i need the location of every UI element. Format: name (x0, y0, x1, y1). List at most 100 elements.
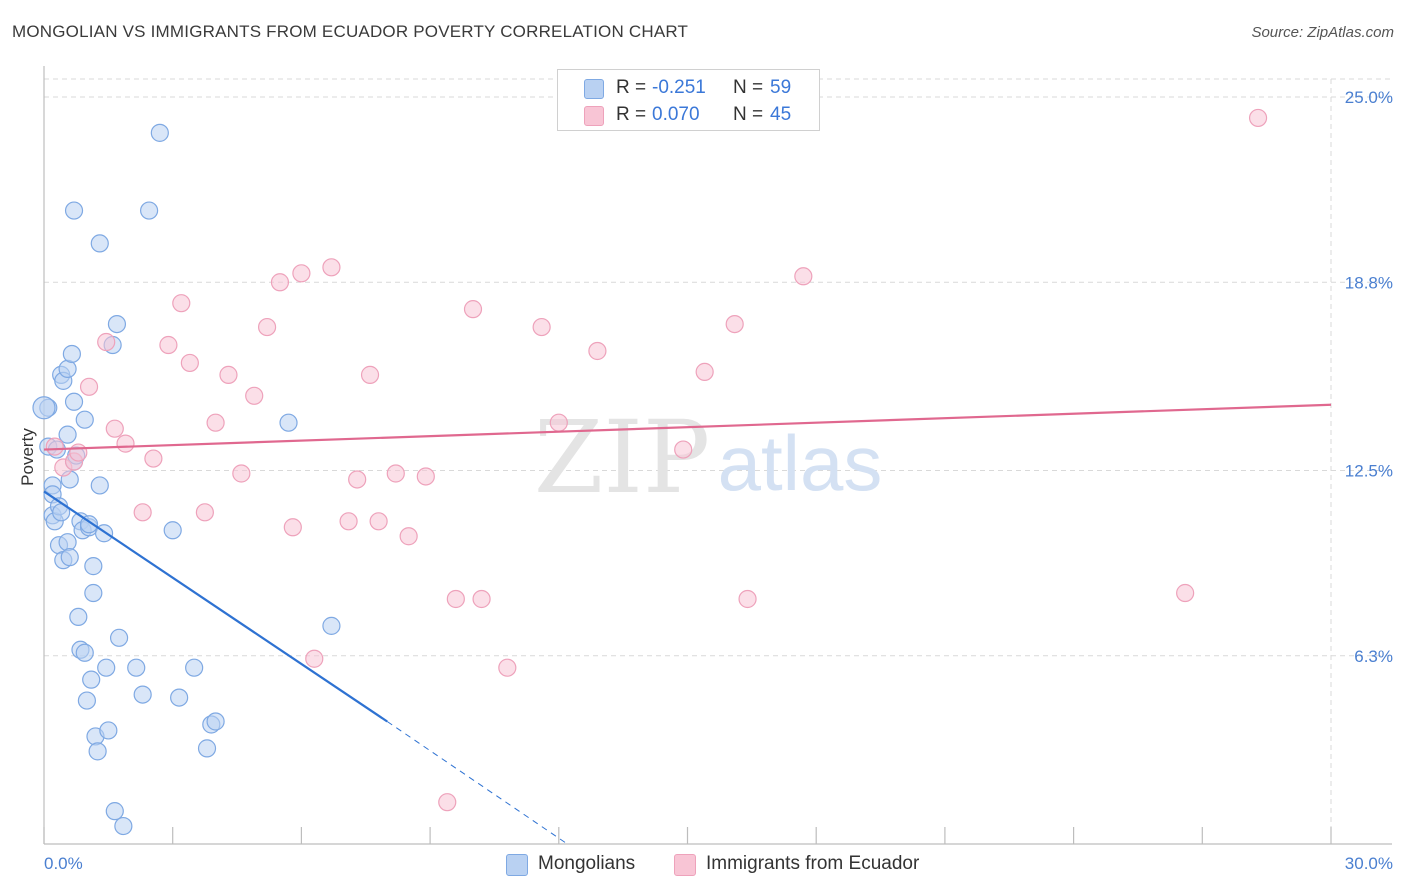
data-point (339, 512, 358, 531)
data-point (549, 413, 568, 432)
grid-layer (44, 78, 1392, 844)
trend-line-ecuador (43, 403, 1332, 451)
data-point (738, 589, 757, 609)
data-point (172, 294, 191, 313)
data-point (90, 234, 109, 253)
data-point (180, 353, 199, 373)
data-point (195, 503, 214, 522)
data-point (105, 802, 124, 821)
data-point (206, 413, 225, 432)
data-point (60, 548, 79, 567)
data-point (127, 658, 146, 677)
data-point (97, 332, 116, 352)
data-point (472, 589, 491, 609)
data-point (77, 691, 97, 710)
y-tick-label: 25.0% (1345, 88, 1393, 107)
data-point (348, 470, 367, 489)
data-point (69, 607, 88, 627)
data-point (99, 721, 118, 740)
data-point (206, 712, 225, 731)
data-point (133, 685, 152, 704)
data-point (163, 521, 182, 540)
data-point (588, 341, 607, 361)
y-tick-label: 6.3% (1354, 647, 1393, 666)
data-point (84, 557, 103, 576)
data-point (695, 362, 714, 381)
trend-line-mongolians (43, 490, 388, 723)
y-tick-label: 18.8% (1345, 273, 1393, 292)
data-point (64, 392, 84, 411)
data-point (197, 739, 217, 758)
legend-label: Immigrants from Ecuador (706, 853, 920, 874)
data-point (438, 793, 457, 812)
data-point (185, 658, 204, 677)
data-point (170, 688, 189, 707)
data-point (62, 344, 81, 364)
data-point (498, 658, 517, 677)
n-value: 59 (770, 77, 792, 98)
data-point (105, 419, 124, 438)
x-tick-label: 0.0% (44, 854, 83, 873)
data-point (88, 742, 107, 761)
data-point (97, 658, 116, 677)
series-mongolians (32, 123, 341, 836)
source-label: Source: ZipAtlas.com (1251, 24, 1394, 41)
data-point (369, 512, 388, 531)
data-point (82, 670, 101, 689)
data-point (360, 365, 380, 384)
n-label: N = (733, 77, 764, 98)
data-point (79, 377, 99, 396)
data-point (45, 437, 64, 456)
data-point (674, 440, 693, 459)
data-point (232, 464, 251, 483)
watermark: ZIP atlas (534, 399, 883, 516)
data-point (107, 314, 127, 334)
y-tick-label: 12.5% (1345, 462, 1393, 481)
data-point (84, 583, 103, 603)
data-point (159, 335, 178, 355)
r-label: R = (616, 77, 647, 98)
data-point (140, 201, 159, 220)
data-point (75, 410, 94, 429)
correlation-legend: R = -0.251 N = 59 R = 0.070 N = 45 (557, 69, 820, 131)
data-point (116, 434, 135, 453)
r-label: R = (616, 104, 647, 125)
legend-swatch-blue (506, 854, 528, 876)
data-point (305, 649, 324, 668)
tick-labels: 6.3% 12.5% 18.8% 25.0% 0.0% 30.0% (44, 88, 1393, 873)
trend-lines (43, 403, 1332, 845)
data-point (58, 533, 77, 552)
chart-title: MONGOLIAN VS IMMIGRANTS FROM ECUADOR POV… (12, 22, 689, 41)
data-point (725, 314, 744, 334)
data-point (322, 616, 341, 635)
legend-label: Mongolians (538, 853, 636, 874)
data-point (245, 386, 264, 405)
data-point (270, 273, 290, 292)
data-point (64, 201, 84, 220)
r-value: 0.070 (652, 104, 700, 125)
y-axis-label: Poverty (18, 428, 37, 486)
data-point (114, 816, 133, 836)
n-label: N = (733, 104, 764, 125)
data-point (58, 425, 77, 444)
data-point (416, 467, 435, 486)
legend-swatch-pink (584, 106, 604, 126)
data-point (144, 449, 163, 468)
data-point (58, 359, 77, 379)
data-point (1248, 108, 1268, 128)
data-point (109, 628, 129, 647)
series-legend: Mongolians Immigrants from Ecuador (0, 850, 1406, 880)
data-point (69, 443, 88, 462)
r-value: -0.251 (652, 77, 706, 98)
data-point (32, 396, 56, 420)
data-point (794, 267, 813, 286)
data-point (446, 589, 465, 609)
x-tick-label: 30.0% (1345, 854, 1393, 873)
legend-swatch-blue (584, 79, 604, 99)
data-point (463, 300, 483, 319)
watermark-atlas: atlas (718, 419, 883, 507)
data-point (386, 464, 405, 483)
data-point (219, 365, 238, 384)
n-value: 45 (770, 104, 792, 125)
